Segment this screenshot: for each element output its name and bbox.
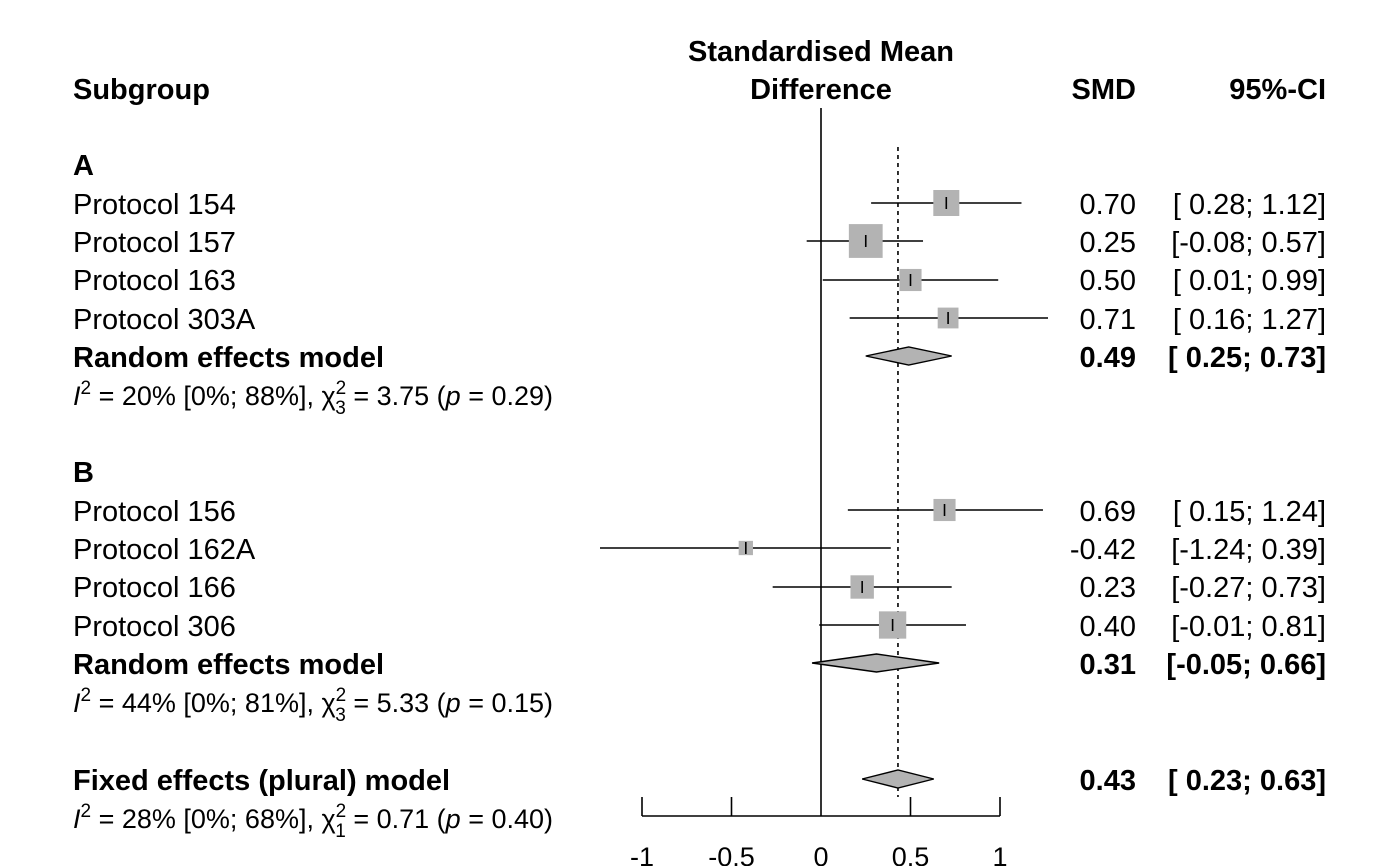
study-row: Protocol 156 0.69 [ 0.15; 1.24] <box>73 496 1326 528</box>
het-chi-value: = 0.71 ( <box>346 804 446 834</box>
subgroup-b-heterogeneity: I2 = 44% [0%; 81%], χ2 3 = 5.33 (p = 0.15… <box>73 685 553 726</box>
het-df: 1 <box>335 821 346 842</box>
het-p-value: = 0.15) <box>461 688 553 718</box>
study-smd: 0.69 <box>1080 496 1136 528</box>
subgroup-b-title: B <box>73 457 94 489</box>
het-p-symbol: p <box>445 804 461 834</box>
overall-smd: 0.43 <box>1080 765 1136 797</box>
study-smd: 0.25 <box>1080 227 1136 259</box>
overall-ci: [ 0.23; 0.63] <box>1168 765 1326 797</box>
het-chi-squared: 2 <box>336 801 347 822</box>
het-p-value: = 0.29) <box>461 381 553 411</box>
study-row: Protocol 303A 0.71 [ 0.16; 1.27] <box>73 304 1326 336</box>
study-smd: 0.23 <box>1080 572 1136 604</box>
study-row: Protocol 166 0.23 [-0.27; 0.73] <box>73 572 1326 604</box>
x-tick-label: 0 <box>813 842 828 866</box>
study-label: Protocol 154 <box>73 189 236 221</box>
study-smd: 0.50 <box>1080 265 1136 297</box>
het-i2-value: = 44% [0%; 81%], <box>91 688 321 718</box>
het-p-value: = 0.40) <box>461 804 553 834</box>
het-df: 3 <box>335 705 346 726</box>
het-i-squared: 2 <box>81 801 92 822</box>
axis-title-line-1: Standardised Mean <box>688 36 954 68</box>
study-smd: 0.40 <box>1080 611 1136 643</box>
overall-diamond <box>861 769 934 789</box>
model-label: Random effects model <box>73 649 384 681</box>
het-chi-symbol: χ <box>321 688 335 718</box>
study-smd: 0.70 <box>1080 189 1136 221</box>
het-chi-squared: 2 <box>336 378 347 399</box>
het-chi-squared: 2 <box>336 685 347 706</box>
het-i-symbol: I <box>73 381 81 411</box>
het-i-symbol: I <box>73 804 81 834</box>
model-ci: [-0.05; 0.66] <box>1166 649 1326 681</box>
x-tick-label: -1 <box>630 842 654 866</box>
subgroup-a-heterogeneity: I2 = 20% [0%; 88%], χ2 3 = 3.75 (p = 0.29… <box>73 378 553 419</box>
overall-heterogeneity: I2 = 28% [0%; 68%], χ2 1 = 0.71 (p = 0.40… <box>73 801 553 842</box>
study-row: Protocol 157 0.25 [-0.08; 0.57] <box>73 224 1326 259</box>
model-diamond <box>811 653 940 673</box>
subgroup-header: Subgroup <box>73 74 210 106</box>
model-smd: 0.49 <box>1080 342 1136 374</box>
het-p-symbol: p <box>445 381 461 411</box>
study-label: Protocol 163 <box>73 265 236 297</box>
study-label: Protocol 303A <box>73 304 256 336</box>
study-ci: [-0.27; 0.73] <box>1171 572 1326 604</box>
model-smd: 0.31 <box>1080 649 1136 681</box>
het-chi-value: = 3.75 ( <box>346 381 446 411</box>
het-df: 3 <box>335 398 346 419</box>
study-ci: [ 0.15; 1.24] <box>1173 496 1326 528</box>
study-label: Protocol 166 <box>73 572 236 604</box>
study-ci: [ 0.01; 0.99] <box>1173 265 1326 297</box>
subgroup-b-model-row: Random effects model 0.31 [-0.05; 0.66] <box>73 649 1326 681</box>
het-chi-value: = 5.33 ( <box>346 688 446 718</box>
study-row: Protocol 163 0.50 [ 0.01; 0.99] <box>73 265 1326 297</box>
study-ci: [-1.24; 0.39] <box>1171 534 1326 566</box>
smd-header: SMD <box>1072 74 1136 106</box>
het-i-squared: 2 <box>81 378 92 399</box>
study-row: Protocol 306 0.40 [-0.01; 0.81] <box>73 611 1326 643</box>
het-i-squared: 2 <box>81 685 92 706</box>
subgroup-a-title: A <box>73 150 94 182</box>
study-ci: [-0.08; 0.57] <box>1171 227 1326 259</box>
het-i2-value: = 20% [0%; 88%], <box>91 381 321 411</box>
model-ci: [ 0.25; 0.73] <box>1168 342 1326 374</box>
study-label: Protocol 306 <box>73 611 236 643</box>
study-label: Protocol 157 <box>73 227 236 259</box>
study-ci: [-0.01; 0.81] <box>1171 611 1326 643</box>
study-label: Protocol 162A <box>73 534 256 566</box>
study-smd: 0.71 <box>1080 304 1136 336</box>
x-tick-label: 0.5 <box>892 842 930 866</box>
study-smd: -0.42 <box>1070 534 1136 566</box>
ci-header: 95%-CI <box>1229 74 1326 106</box>
study-row: Protocol 154 0.70 [ 0.28; 1.12] <box>73 189 1326 221</box>
study-ci: [ 0.28; 1.12] <box>1173 189 1326 221</box>
het-chi-symbol: χ <box>321 381 335 411</box>
overall-model-label: Fixed effects (plural) model <box>73 765 450 797</box>
x-tick-label: 1 <box>992 842 1007 866</box>
het-i2-value: = 28% [0%; 68%], <box>91 804 321 834</box>
overall-model-row: Fixed effects (plural) model 0.43 [ 0.23… <box>73 765 1326 797</box>
study-row: Protocol 162A -0.42 [-1.24; 0.39] <box>73 534 1326 566</box>
x-tick-label: -0.5 <box>708 842 755 866</box>
het-p-symbol: p <box>445 688 461 718</box>
model-diamond <box>865 346 952 366</box>
x-axis: -1 -0.5 0 0.5 1 <box>630 797 1008 866</box>
het-i-symbol: I <box>73 688 81 718</box>
het-chi-symbol: χ <box>321 804 335 834</box>
subgroup-a-model-row: Random effects model 0.49 [ 0.25; 0.73] <box>73 342 1326 374</box>
model-label: Random effects model <box>73 342 384 374</box>
study-ci: [ 0.16; 1.27] <box>1173 304 1326 336</box>
axis-title-line-2: Difference <box>750 74 892 106</box>
study-label: Protocol 156 <box>73 496 236 528</box>
